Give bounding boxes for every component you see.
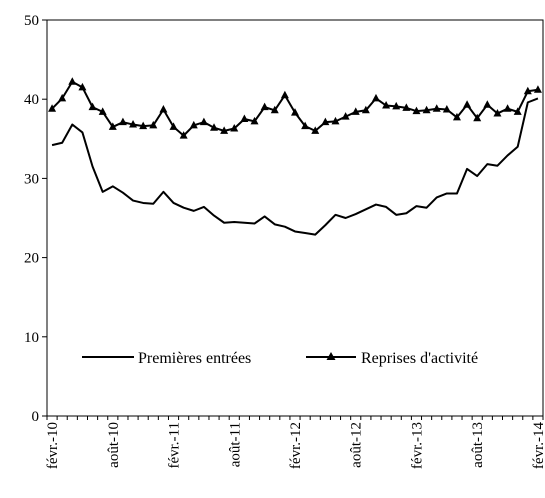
series-point-1 xyxy=(533,85,542,93)
series-point-1 xyxy=(392,101,401,110)
legend-marker-reprises-activite xyxy=(326,352,336,360)
series-point-1 xyxy=(361,105,370,114)
series-point-1 xyxy=(301,121,310,130)
x-tick-label: août-10 xyxy=(106,422,122,468)
y-tick-label: 10 xyxy=(24,330,39,346)
series-point-1 xyxy=(149,120,158,129)
series-point-1 xyxy=(442,104,451,113)
series-point-1 xyxy=(179,131,188,139)
series-line-0 xyxy=(51,97,539,236)
series-point-1 xyxy=(58,93,67,102)
series-point-1 xyxy=(331,116,340,125)
plot-frame xyxy=(46,19,544,417)
series-point-1 xyxy=(503,104,512,112)
series-point-1 xyxy=(452,112,461,121)
series-point-1 xyxy=(432,104,441,112)
series-point-1 xyxy=(371,93,380,102)
series-point-1 xyxy=(280,90,289,99)
plot-area: 0 10 20 30 40 50 févr.-10 août-10 févr.-11 août-1… xyxy=(24,13,545,469)
series-point-1 xyxy=(78,82,87,91)
x-tick-label: févr.-12 xyxy=(288,422,304,469)
series-point-1 xyxy=(98,107,107,115)
series-point-1 xyxy=(48,104,57,112)
legend-label-reprises-activite: Reprises d'activité xyxy=(361,350,478,367)
series-point-1 xyxy=(463,100,472,108)
series-point-1 xyxy=(230,124,239,132)
series-point-1 xyxy=(291,108,299,116)
x-tick-label: août-12 xyxy=(349,422,365,468)
series-point-1 xyxy=(199,117,208,126)
series-point-1 xyxy=(250,116,259,125)
series-point-1 xyxy=(108,122,117,130)
series-point-1 xyxy=(321,117,330,126)
series-point-1 xyxy=(118,117,127,126)
legend: Premières entrées Reprises d'activité xyxy=(82,350,478,367)
y-tick-label: 50 xyxy=(24,13,39,29)
series-point-1 xyxy=(402,103,411,111)
series-point-1 xyxy=(189,120,198,129)
series-point-1 xyxy=(311,126,320,134)
series-point-1 xyxy=(169,122,178,130)
x-tick-label: août-13 xyxy=(470,422,486,468)
x-tick-label: févr.-10 xyxy=(45,422,61,469)
series-point-1 xyxy=(88,102,97,111)
series-point-1 xyxy=(270,105,279,114)
series-point-1 xyxy=(523,86,532,95)
series-point-1 xyxy=(493,108,502,117)
x-tick-label: août-11 xyxy=(227,422,243,467)
series-point-1 xyxy=(341,112,350,120)
y-tick-label: 0 xyxy=(32,409,40,425)
y-tick-label: 40 xyxy=(24,92,39,108)
series-point-1 xyxy=(382,101,391,109)
series-point-1 xyxy=(412,106,421,115)
x-tick-label: févr.-13 xyxy=(409,422,425,469)
x-tick-label: févr.-11 xyxy=(167,422,183,469)
y-tick-label: 30 xyxy=(24,171,39,187)
y-tick-label: 20 xyxy=(24,251,39,267)
series-point-1 xyxy=(260,102,269,111)
series-point-1 xyxy=(513,107,522,115)
series-point-1 xyxy=(68,77,77,85)
series-point-1 xyxy=(159,104,168,113)
x-tick-label: févr.-14 xyxy=(531,422,545,470)
series-point-1 xyxy=(210,123,219,131)
series-point-1 xyxy=(139,121,148,130)
series-point-1 xyxy=(240,114,249,122)
legend-label-premieres-entrees: Premières entrées xyxy=(138,350,251,367)
series-point-1 xyxy=(422,105,431,114)
series-point-1 xyxy=(483,100,492,108)
series-point-1 xyxy=(351,107,360,115)
series-point-1 xyxy=(220,126,229,134)
series-point-1 xyxy=(129,120,138,128)
series-point-1 xyxy=(473,113,482,122)
